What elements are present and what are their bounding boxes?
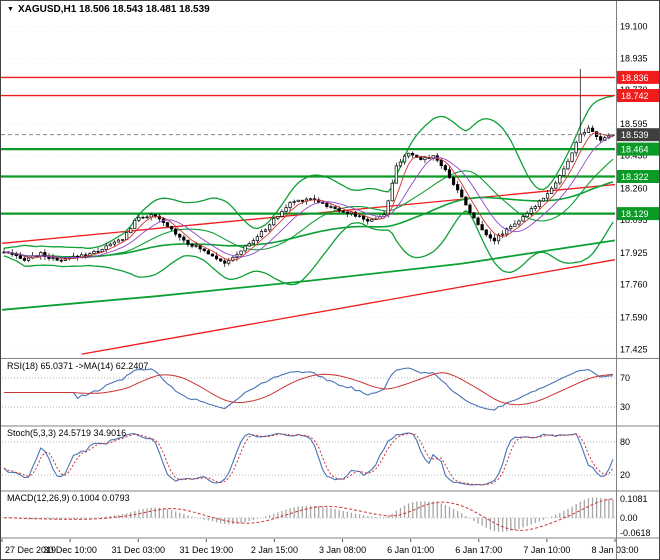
svg-text:18.095: 18.095 bbox=[620, 215, 648, 225]
svg-text:18.539: 18.539 bbox=[621, 130, 649, 140]
svg-text:18.595: 18.595 bbox=[620, 119, 648, 129]
svg-text:18.935: 18.935 bbox=[620, 53, 648, 63]
svg-text:18.836: 18.836 bbox=[621, 73, 649, 83]
svg-text:27 Dec 2019: 27 Dec 2019 bbox=[5, 545, 56, 555]
svg-text:0.1081: 0.1081 bbox=[620, 494, 648, 504]
stoch-label: Stoch(5,3,3) 24.5719 34.9016 bbox=[7, 428, 127, 438]
svg-text:17.590: 17.590 bbox=[620, 313, 648, 323]
svg-text:17.925: 17.925 bbox=[620, 248, 648, 258]
svg-text:18.322: 18.322 bbox=[621, 172, 649, 182]
svg-text:18.129: 18.129 bbox=[621, 209, 649, 219]
svg-text:31 Dec 03:00: 31 Dec 03:00 bbox=[111, 545, 165, 555]
svg-text:19.100: 19.100 bbox=[620, 22, 648, 32]
svg-text:18.260: 18.260 bbox=[620, 183, 648, 193]
svg-text:6 Jan 17:00: 6 Jan 17:00 bbox=[455, 545, 502, 555]
symbol-ohlc-text: XAGUSD,H1 18.506 18.543 18.481 18.539 bbox=[17, 4, 210, 15]
svg-text:-0.0618: -0.0618 bbox=[620, 528, 651, 538]
svg-text:30 Dec 10:00: 30 Dec 10:00 bbox=[43, 545, 97, 555]
svg-text:2 Jan 15:00: 2 Jan 15:00 bbox=[251, 545, 298, 555]
svg-text:17.425: 17.425 bbox=[620, 344, 648, 354]
svg-text:18.464: 18.464 bbox=[621, 145, 649, 155]
svg-text:0.00: 0.00 bbox=[620, 513, 638, 523]
macd-label: MACD(12,26,9) 0.1004 0.0793 bbox=[7, 493, 130, 503]
svg-text:30: 30 bbox=[620, 402, 630, 412]
symbol-title[interactable]: ▼ XAGUSD,H1 18.506 18.543 18.481 18.539 bbox=[7, 4, 210, 15]
svg-text:18.430: 18.430 bbox=[620, 151, 648, 161]
svg-text:8 Jan 03:00: 8 Jan 03:00 bbox=[591, 545, 638, 555]
svg-text:6 Jan 01:00: 6 Jan 01:00 bbox=[387, 545, 434, 555]
svg-text:3 Jan 08:00: 3 Jan 08:00 bbox=[319, 545, 366, 555]
dropdown-icon[interactable]: ▼ bbox=[7, 6, 14, 13]
svg-text:70: 70 bbox=[620, 373, 630, 383]
svg-text:7 Jan 10:00: 7 Jan 10:00 bbox=[523, 545, 570, 555]
svg-text:31 Dec 19:00: 31 Dec 19:00 bbox=[180, 545, 234, 555]
rsi-label: RSI(18) 65.0371 ->MA(14) 62.2407 bbox=[7, 361, 149, 371]
svg-text:20: 20 bbox=[620, 470, 630, 480]
svg-text:18.742: 18.742 bbox=[621, 91, 649, 101]
svg-text:80: 80 bbox=[620, 437, 630, 447]
svg-text:17.760: 17.760 bbox=[620, 280, 648, 290]
